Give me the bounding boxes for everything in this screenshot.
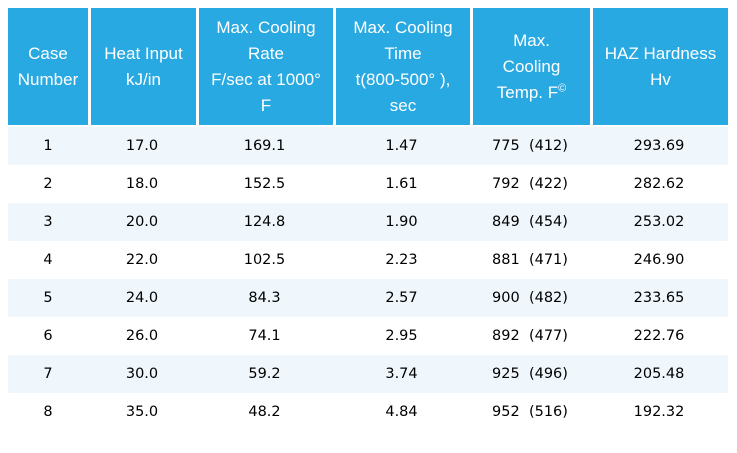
cell-haz-hardness: 253.02 (590, 203, 728, 241)
column-header-case-number: Case Number (8, 8, 88, 127)
column-header-line: Heat Input (104, 43, 183, 63)
column-header-line: Rate (248, 43, 284, 63)
table-row: 6 26.0 74.1 2.95 892 (477) 222.76 (8, 317, 728, 355)
cell-haz-hardness: 293.69 (590, 127, 728, 165)
table-header: Case Number Heat Input kJ/in Max. Cooling Rat… (8, 8, 728, 127)
cell-max-cooling-time: 1.61 (333, 165, 470, 203)
column-header-line: Cooling (502, 56, 561, 76)
cell-max-cooling-rate: 59.2 (196, 355, 333, 393)
column-header-line: Case (28, 43, 68, 63)
cell-case-number: 1 (8, 127, 88, 165)
table-row: 4 22.0 102.5 2.23 881 (471) 246.90 (8, 241, 728, 279)
cell-max-cooling-rate: 102.5 (196, 241, 333, 279)
cell-heat-input: 30.0 (88, 355, 196, 393)
column-header-line: F/sec at 1000° (211, 69, 321, 89)
cell-max-cooling-temp: 900 (482) (470, 279, 590, 317)
table-row: 7 30.0 59.2 3.74 925 (496) 205.48 (8, 355, 728, 393)
table-body: 1 17.0 169.1 1.47 775 (412) 293.69 2 18.0 152.5 1… (8, 127, 728, 431)
column-header-line: HAZ Hardness (604, 43, 717, 63)
cell-case-number: 2 (8, 165, 88, 203)
cell-max-cooling-temp: 925 (496) (470, 355, 590, 393)
cell-max-cooling-rate: 84.3 (196, 279, 333, 317)
table-row: 2 18.0 152.5 1.61 792 (422) 282.62 (8, 165, 728, 203)
cell-max-cooling-time: 1.47 (333, 127, 470, 165)
column-header-line: Number (17, 69, 79, 89)
column-header-line: Max. Cooling (216, 17, 316, 37)
cell-max-cooling-temp: 881 (471) (470, 241, 590, 279)
cell-haz-hardness: 222.76 (590, 317, 728, 355)
cell-case-number: 4 (8, 241, 88, 279)
cell-heat-input: 17.0 (88, 127, 196, 165)
cell-case-number: 3 (8, 203, 88, 241)
column-header-max-cooling-temp: Max. Cooling Temp. F© (470, 8, 590, 127)
cell-case-number: 7 (8, 355, 88, 393)
column-header-line: Time (384, 43, 422, 63)
cell-heat-input: 20.0 (88, 203, 196, 241)
cell-heat-input: 35.0 (88, 393, 196, 431)
cell-max-cooling-rate: 74.1 (196, 317, 333, 355)
table-row: 8 35.0 48.2 4.84 952 (516) 192.32 (8, 393, 728, 431)
cell-max-cooling-time: 2.23 (333, 241, 470, 279)
cell-max-cooling-temp: 792 (422) (470, 165, 590, 203)
cell-case-number: 8 (8, 393, 88, 431)
cell-max-cooling-rate: 124.8 (196, 203, 333, 241)
header-superscript: © (558, 81, 567, 94)
column-header-line: Max. (513, 30, 550, 50)
cell-max-cooling-time: 1.90 (333, 203, 470, 241)
cooling-haz-table: Case Number Heat Input kJ/in Max. Cooling Rat… (8, 8, 728, 431)
column-header-line: kJ/in (126, 69, 161, 89)
table-row: 1 17.0 169.1 1.47 775 (412) 293.69 (8, 127, 728, 165)
cell-case-number: 5 (8, 279, 88, 317)
column-header-max-cooling-time: Max. Cooling Time t(800-500° ), sec (333, 8, 470, 127)
cell-max-cooling-rate: 48.2 (196, 393, 333, 431)
column-header-max-cooling-rate: Max. Cooling Rate F/sec at 1000° F (196, 8, 333, 127)
cell-max-cooling-time: 4.84 (333, 393, 470, 431)
table-header-row: Case Number Heat Input kJ/in Max. Cooling Rat… (8, 8, 728, 127)
cell-max-cooling-temp: 892 (477) (470, 317, 590, 355)
cell-max-cooling-rate: 152.5 (196, 165, 333, 203)
cell-max-cooling-temp: 775 (412) (470, 127, 590, 165)
column-header-line: Max. Cooling (353, 17, 453, 37)
cell-max-cooling-temp: 952 (516) (470, 393, 590, 431)
cell-heat-input: 24.0 (88, 279, 196, 317)
cell-case-number: 6 (8, 317, 88, 355)
column-header-line: Temp. F© (496, 81, 567, 102)
cell-haz-hardness: 205.48 (590, 355, 728, 393)
cell-haz-hardness: 246.90 (590, 241, 728, 279)
cell-haz-hardness: 192.32 (590, 393, 728, 431)
cell-max-cooling-time: 2.95 (333, 317, 470, 355)
cell-haz-hardness: 233.65 (590, 279, 728, 317)
column-header-line: F (260, 95, 272, 115)
cell-heat-input: 22.0 (88, 241, 196, 279)
table-row: 3 20.0 124.8 1.90 849 (454) 253.02 (8, 203, 728, 241)
column-header-line: Hv (650, 69, 671, 89)
cell-heat-input: 26.0 (88, 317, 196, 355)
column-header-heat-input: Heat Input kJ/in (88, 8, 196, 127)
column-header-line: t(800-500° ), (355, 69, 451, 89)
column-header-line: sec (389, 95, 417, 115)
cell-haz-hardness: 282.62 (590, 165, 728, 203)
cell-heat-input: 18.0 (88, 165, 196, 203)
cell-max-cooling-time: 2.57 (333, 279, 470, 317)
cell-max-cooling-rate: 169.1 (196, 127, 333, 165)
cell-max-cooling-temp: 849 (454) (470, 203, 590, 241)
cell-max-cooling-time: 3.74 (333, 355, 470, 393)
table-row: 5 24.0 84.3 2.57 900 (482) 233.65 (8, 279, 728, 317)
column-header-haz-hardness: HAZ Hardness Hv (590, 8, 728, 127)
